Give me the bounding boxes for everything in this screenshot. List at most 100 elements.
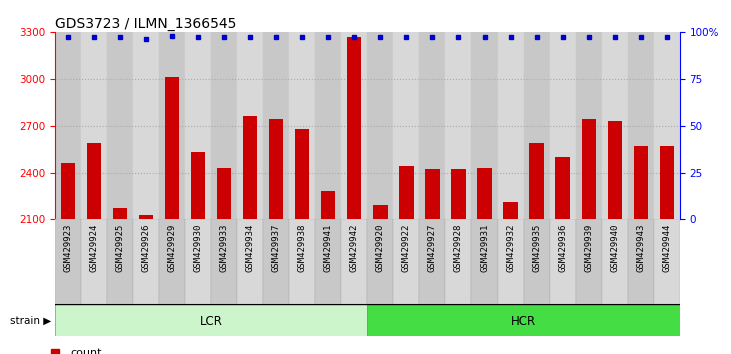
Text: GSM429927: GSM429927 [428, 224, 437, 272]
Bar [55, 219, 81, 304]
Text: GSM429931: GSM429931 [480, 224, 489, 272]
Bar [420, 32, 445, 219]
Bar [237, 219, 263, 304]
Bar [575, 32, 602, 219]
Bar [289, 32, 315, 219]
Text: GSM429943: GSM429943 [636, 224, 645, 272]
Bar [321, 191, 336, 219]
Text: LCR: LCR [200, 315, 222, 329]
Bar [523, 219, 550, 304]
Bar [550, 219, 576, 304]
Bar [556, 157, 569, 219]
Bar [504, 202, 518, 219]
Text: GSM429924: GSM429924 [89, 224, 99, 272]
Text: GSM429932: GSM429932 [506, 224, 515, 272]
Text: GSM429935: GSM429935 [532, 224, 541, 272]
Text: GSM429928: GSM429928 [454, 224, 463, 272]
Bar [367, 219, 393, 304]
Bar [237, 32, 263, 219]
Text: GSM429929: GSM429929 [167, 224, 176, 272]
Bar [420, 219, 445, 304]
Bar [628, 32, 654, 219]
Bar [634, 146, 648, 219]
Bar [263, 32, 289, 219]
Text: count: count [70, 348, 102, 354]
Bar [523, 32, 550, 219]
Bar [425, 170, 439, 219]
Bar [451, 170, 466, 219]
Bar [582, 119, 596, 219]
Bar [654, 32, 680, 219]
Bar [107, 219, 133, 304]
Bar [498, 32, 523, 219]
Bar [159, 32, 185, 219]
Bar [315, 32, 341, 219]
Text: GSM429922: GSM429922 [402, 224, 411, 272]
Text: GSM429937: GSM429937 [272, 224, 281, 272]
Bar [550, 32, 575, 219]
Bar [55, 32, 81, 219]
Bar [55, 304, 367, 336]
Bar [107, 32, 133, 219]
Bar [367, 304, 680, 336]
Bar [81, 219, 107, 304]
Text: GSM429920: GSM429920 [376, 224, 385, 272]
Bar [445, 219, 471, 304]
Bar [185, 32, 211, 219]
Bar [159, 219, 185, 304]
Bar [315, 219, 341, 304]
Bar [347, 36, 361, 219]
Text: GSM429926: GSM429926 [142, 224, 151, 272]
Text: strain ▶: strain ▶ [10, 315, 51, 325]
Text: GSM429933: GSM429933 [219, 224, 229, 272]
Bar [133, 219, 159, 304]
Bar [341, 219, 367, 304]
Bar [165, 77, 179, 219]
Text: GSM429930: GSM429930 [194, 224, 202, 272]
Bar [133, 32, 159, 219]
Bar [243, 116, 257, 219]
Bar [185, 219, 211, 304]
Bar [471, 219, 498, 304]
Bar [529, 143, 544, 219]
Bar [628, 219, 654, 304]
Bar [61, 163, 75, 219]
Bar [269, 119, 284, 219]
Bar [113, 208, 127, 219]
Bar [191, 152, 205, 219]
Text: GSM429939: GSM429939 [584, 224, 593, 272]
Text: HCR: HCR [511, 315, 536, 329]
Bar [374, 205, 387, 219]
Bar [399, 166, 414, 219]
Text: GSM429938: GSM429938 [298, 224, 307, 272]
Bar [341, 32, 367, 219]
Bar [477, 168, 492, 219]
Bar [295, 129, 309, 219]
Bar [367, 32, 393, 219]
Bar [139, 215, 153, 219]
Text: GSM429942: GSM429942 [350, 224, 359, 272]
Bar [289, 219, 315, 304]
Bar [81, 32, 107, 219]
Text: GSM429944: GSM429944 [662, 224, 671, 272]
Bar [211, 219, 237, 304]
Bar [654, 219, 680, 304]
Bar [659, 146, 674, 219]
Bar [393, 219, 420, 304]
Text: GSM429940: GSM429940 [610, 224, 619, 272]
Bar [211, 32, 237, 219]
Text: GSM429934: GSM429934 [246, 224, 254, 272]
Bar [602, 32, 628, 219]
Bar [607, 121, 622, 219]
Bar [602, 219, 628, 304]
Bar [575, 219, 602, 304]
Bar [498, 219, 523, 304]
Bar [445, 32, 471, 219]
Bar [471, 32, 498, 219]
Bar [217, 168, 231, 219]
Bar [393, 32, 420, 219]
Bar [263, 219, 289, 304]
Text: GDS3723 / ILMN_1366545: GDS3723 / ILMN_1366545 [55, 17, 236, 31]
Text: GSM429925: GSM429925 [115, 224, 124, 272]
Text: GSM429941: GSM429941 [324, 224, 333, 272]
